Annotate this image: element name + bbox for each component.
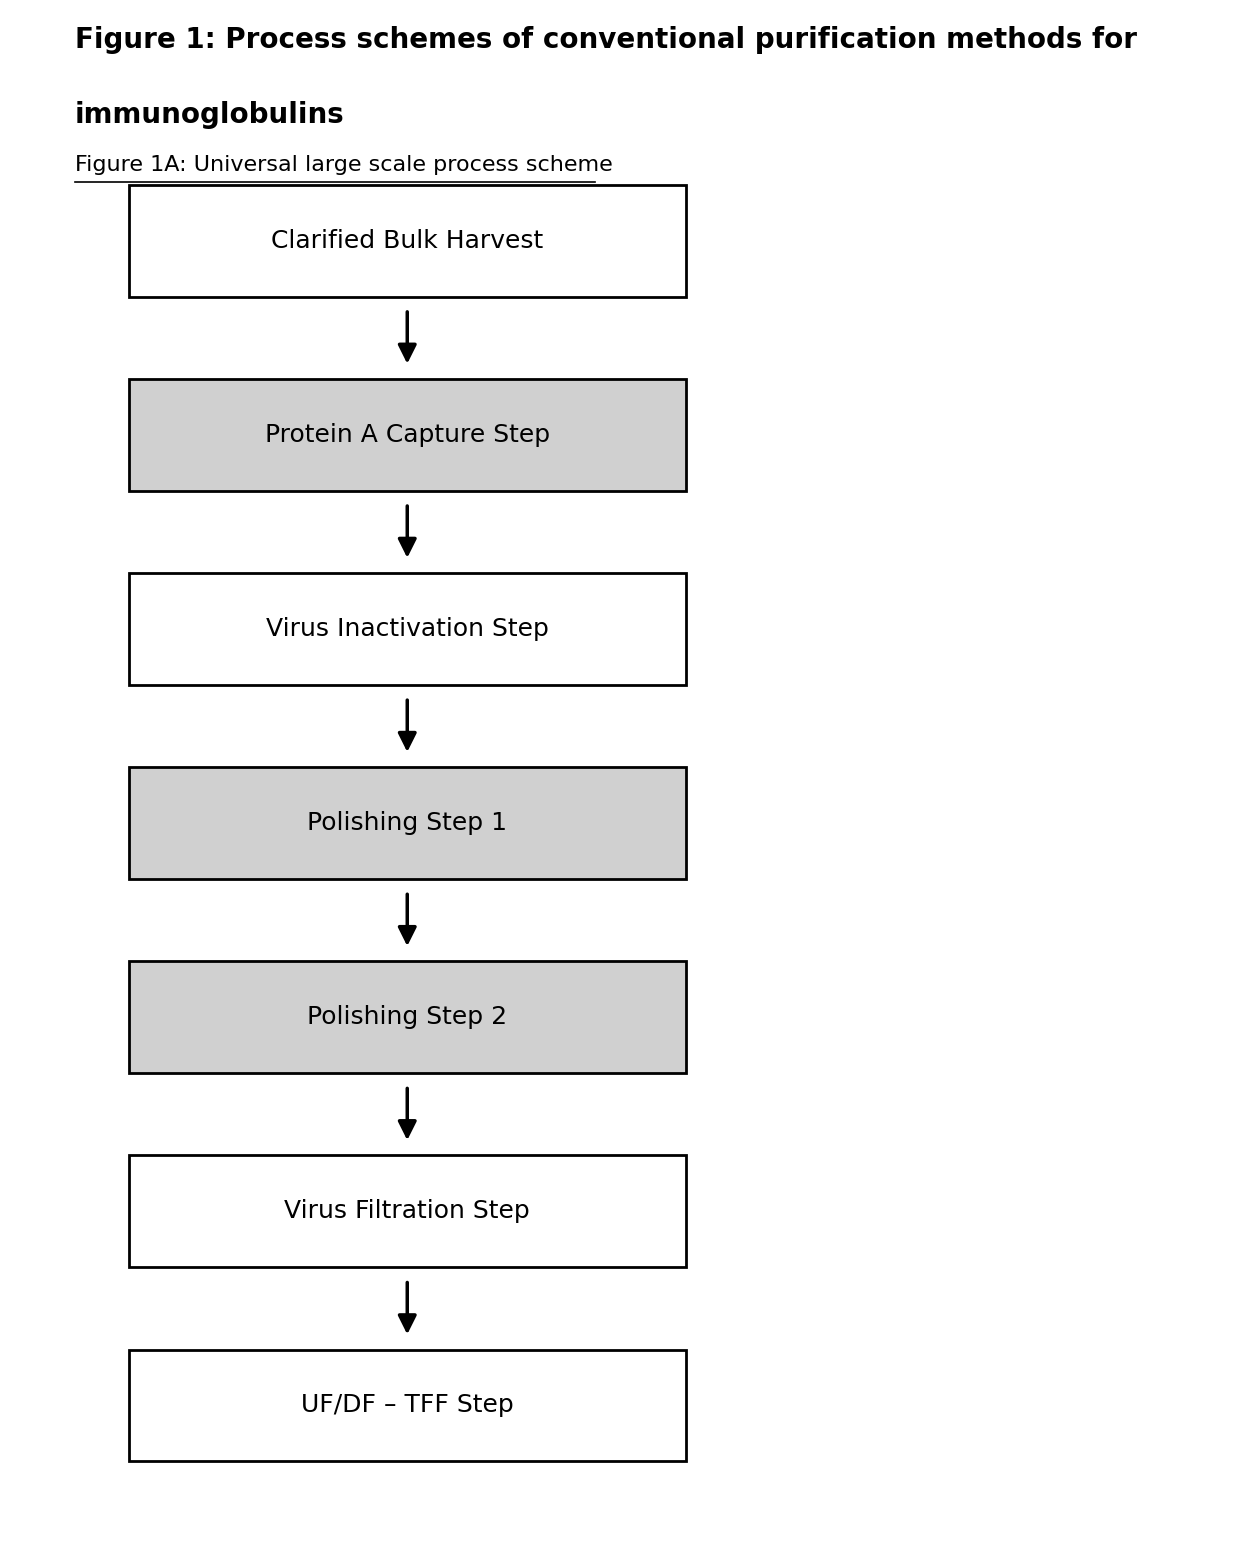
Text: UF/DF – TFF Step: UF/DF – TFF Step: [301, 1393, 513, 1418]
FancyBboxPatch shape: [129, 1155, 686, 1267]
Text: Figure 1: Process schemes of conventional purification methods for: Figure 1: Process schemes of conventiona…: [76, 26, 1137, 54]
Text: Virus Filtration Step: Virus Filtration Step: [284, 1199, 531, 1224]
FancyBboxPatch shape: [129, 961, 686, 1073]
Text: Protein A Capture Step: Protein A Capture Step: [264, 422, 549, 447]
Text: Polishing Step 1: Polishing Step 1: [308, 811, 507, 836]
FancyBboxPatch shape: [129, 185, 686, 297]
Text: Clarified Bulk Harvest: Clarified Bulk Harvest: [272, 228, 543, 253]
Text: Virus Inactivation Step: Virus Inactivation Step: [265, 617, 548, 641]
Text: Polishing Step 2: Polishing Step 2: [308, 1005, 507, 1030]
FancyBboxPatch shape: [129, 1350, 686, 1461]
FancyBboxPatch shape: [129, 379, 686, 491]
Text: immunoglobulins: immunoglobulins: [76, 101, 345, 129]
FancyBboxPatch shape: [129, 573, 686, 685]
Text: Figure 1A: Universal large scale process scheme: Figure 1A: Universal large scale process…: [76, 155, 613, 175]
FancyBboxPatch shape: [129, 767, 686, 879]
